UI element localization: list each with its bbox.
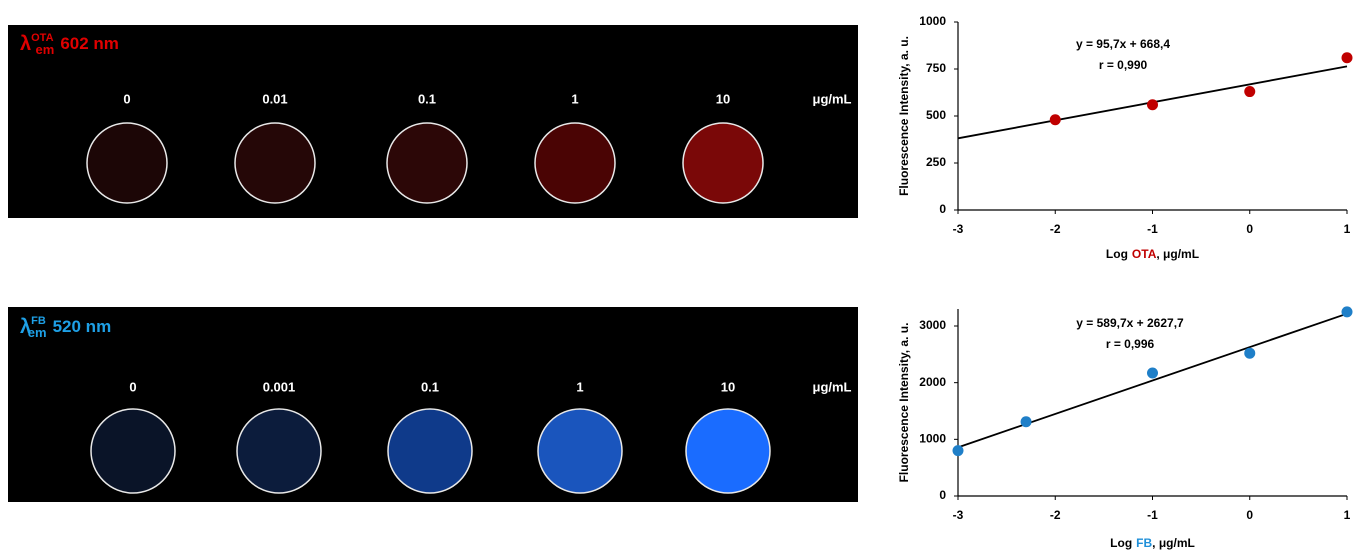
y-tick-label: 2000 bbox=[919, 375, 946, 389]
x-label-unit: , μg/mL bbox=[1152, 536, 1195, 550]
y-tick-label: 250 bbox=[926, 155, 946, 169]
data-point bbox=[953, 445, 964, 456]
x-axis-label: Log FB, μg/mL bbox=[1110, 536, 1195, 550]
well bbox=[387, 123, 467, 203]
well bbox=[91, 409, 175, 493]
fit-equation: y = 589,7x + 2627,7 bbox=[1076, 316, 1184, 330]
y-tick-label: 1000 bbox=[919, 14, 946, 28]
x-label-analyte: FB bbox=[1136, 536, 1152, 550]
concentration-label: 0.01 bbox=[262, 91, 287, 106]
figure: λOTAem602 nmμg/mL00.010.1110λFBem520 nmμ… bbox=[0, 0, 1353, 553]
x-tick-label: -1 bbox=[1147, 222, 1158, 236]
x-label-prefix: Log bbox=[1110, 536, 1132, 550]
unit-label: μg/mL bbox=[812, 91, 851, 106]
concentration-label: 0.1 bbox=[421, 379, 439, 394]
x-label-prefix: Log bbox=[1106, 247, 1128, 261]
fit-r: r = 0,990 bbox=[1099, 58, 1148, 72]
concentration-label: 1 bbox=[576, 379, 583, 394]
data-point bbox=[1342, 52, 1353, 63]
concentration-label: 0 bbox=[123, 91, 130, 106]
data-point bbox=[1147, 99, 1158, 110]
fit-line bbox=[958, 314, 1347, 448]
y-tick-label: 500 bbox=[926, 108, 946, 122]
data-point bbox=[1147, 368, 1158, 379]
concentration-label: 0.001 bbox=[263, 379, 296, 394]
concentration-label: 10 bbox=[721, 379, 735, 394]
data-point bbox=[1244, 348, 1255, 359]
well bbox=[237, 409, 321, 493]
y-axis-label: Fluorescence Intensity, a. u. bbox=[897, 36, 911, 196]
x-tick-label: -2 bbox=[1050, 222, 1061, 236]
well bbox=[388, 409, 472, 493]
data-point bbox=[1342, 306, 1353, 317]
data-point bbox=[1021, 416, 1032, 427]
y-tick-label: 0 bbox=[939, 202, 946, 216]
y-axis-label: Fluorescence Intensity, a. u. bbox=[897, 323, 911, 483]
well bbox=[683, 123, 763, 203]
fit-equation: y = 95,7x + 668,4 bbox=[1076, 37, 1170, 51]
unit-label: μg/mL bbox=[812, 379, 851, 394]
y-tick-label: 0 bbox=[939, 488, 946, 502]
y-tick-label: 1000 bbox=[919, 432, 946, 446]
wavelength: 520 nm bbox=[53, 317, 112, 336]
well bbox=[87, 123, 167, 203]
x-axis-label: Log OTA, μg/mL bbox=[1106, 247, 1199, 261]
well bbox=[235, 123, 315, 203]
subscript: em bbox=[28, 325, 47, 340]
x-label-analyte: OTA bbox=[1132, 247, 1157, 261]
x-tick-label: 0 bbox=[1246, 222, 1253, 236]
concentration-label: 1 bbox=[571, 91, 578, 106]
y-tick-label: 750 bbox=[926, 61, 946, 75]
well bbox=[535, 123, 615, 203]
data-point bbox=[1244, 86, 1255, 97]
y-tick-label: 3000 bbox=[919, 318, 946, 332]
data-point bbox=[1050, 114, 1061, 125]
x-tick-label: 1 bbox=[1344, 508, 1351, 522]
fit-r: r = 0,996 bbox=[1106, 337, 1155, 351]
concentration-label: 0.1 bbox=[418, 91, 436, 106]
x-tick-label: -2 bbox=[1050, 508, 1061, 522]
concentration-label: 10 bbox=[716, 91, 730, 106]
x-tick-label: 1 bbox=[1344, 222, 1351, 236]
x-tick-label: -3 bbox=[953, 222, 964, 236]
x-label-unit: , μg/mL bbox=[1156, 247, 1199, 261]
x-tick-label: -1 bbox=[1147, 508, 1158, 522]
x-tick-label: 0 bbox=[1246, 508, 1253, 522]
wavelength: 602 nm bbox=[60, 34, 119, 53]
x-tick-label: -3 bbox=[953, 508, 964, 522]
well bbox=[686, 409, 770, 493]
subscript: em bbox=[36, 42, 55, 57]
well bbox=[538, 409, 622, 493]
concentration-label: 0 bbox=[129, 379, 136, 394]
symbol: λ bbox=[20, 33, 31, 55]
